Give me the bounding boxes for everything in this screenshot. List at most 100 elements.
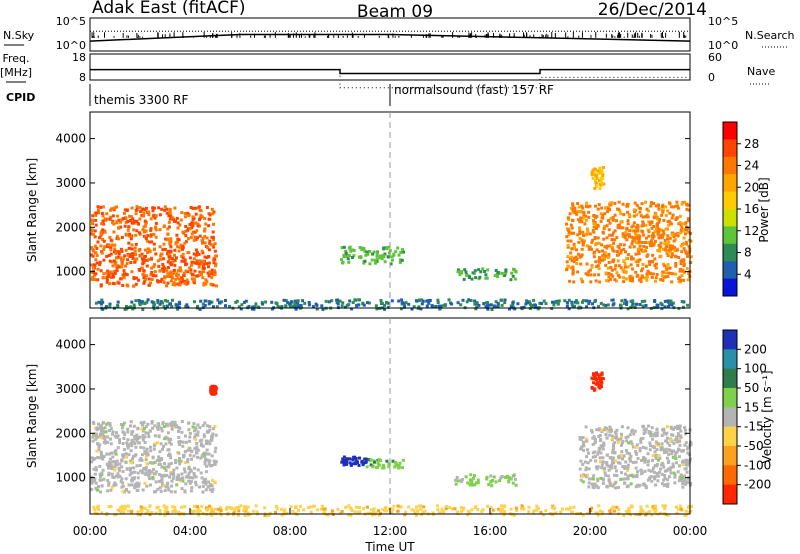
heatmap-cell xyxy=(297,508,300,512)
heatmap-cell xyxy=(184,269,188,273)
velocity-colorbar-label: Velocity [m s⁻¹] xyxy=(760,370,774,463)
heatmap-cell xyxy=(635,203,639,207)
heatmap-cell xyxy=(635,236,639,240)
heatmap-cell xyxy=(626,219,630,223)
heatmap-cell xyxy=(582,443,586,447)
heatmap-cell xyxy=(129,305,133,309)
heatmap-cell xyxy=(145,300,149,304)
heatmap-cell xyxy=(181,440,185,444)
heatmap-cell xyxy=(204,470,208,474)
heatmap-cell xyxy=(181,256,185,260)
heatmap-cell xyxy=(450,507,454,511)
heatmap-cell xyxy=(114,462,118,466)
heatmap-cell xyxy=(624,277,628,281)
heatmap-cell xyxy=(387,251,391,255)
heatmap-cell xyxy=(460,509,463,513)
heatmap-cell xyxy=(601,460,605,464)
heatmap-cell xyxy=(155,441,159,445)
heatmap-cell xyxy=(631,276,634,280)
heatmap-cell xyxy=(677,479,681,483)
heatmap-cell xyxy=(127,241,131,245)
heatmap-cell xyxy=(599,258,603,262)
heatmap-cell xyxy=(621,235,625,238)
heatmap-cell xyxy=(653,239,657,243)
heatmap-cell xyxy=(124,477,128,481)
heatmap-cell xyxy=(603,224,607,228)
heatmap-cell xyxy=(616,438,620,442)
nsky-label: N.Sky xyxy=(3,29,35,42)
heatmap-cell xyxy=(669,250,672,254)
heatmap-cell xyxy=(420,302,424,306)
heatmap-cell xyxy=(187,467,191,470)
heatmap-cell xyxy=(572,256,576,260)
heatmap-cell xyxy=(198,216,202,220)
heatmap-cell xyxy=(186,280,190,284)
heatmap-cell xyxy=(601,456,605,460)
heatmap-cell xyxy=(653,464,657,468)
heatmap-cell xyxy=(622,243,626,247)
heatmap-cell xyxy=(586,461,590,465)
x-tick-label: 08:00 xyxy=(273,524,308,538)
heatmap-cell xyxy=(624,477,628,481)
heatmap-cell xyxy=(486,307,490,311)
heatmap-cell xyxy=(100,436,104,440)
heatmap-cell xyxy=(404,301,408,305)
heatmap-cell xyxy=(239,504,243,508)
heatmap-cell xyxy=(212,210,216,214)
heatmap-cell xyxy=(288,305,292,309)
heatmap-cell xyxy=(106,440,110,444)
heatmap-cell xyxy=(572,260,576,264)
heatmap-cell xyxy=(640,224,644,228)
heatmap-cell xyxy=(584,218,588,222)
heatmap-cell xyxy=(180,276,183,280)
heatmap-cell xyxy=(676,424,679,428)
heatmap-cell xyxy=(191,217,195,221)
heatmap-cell xyxy=(615,236,619,239)
heatmap-cell xyxy=(95,488,99,492)
heatmap-cell xyxy=(665,469,669,472)
heatmap-cell xyxy=(162,483,166,487)
heatmap-cell xyxy=(105,513,109,517)
heatmap-cell xyxy=(455,476,459,479)
heatmap-cell xyxy=(143,481,147,485)
heatmap-cell xyxy=(403,513,407,517)
heatmap-cell xyxy=(504,268,508,272)
heatmap-cell xyxy=(575,212,579,216)
heatmap-cell xyxy=(565,267,569,271)
heatmap-cell xyxy=(132,466,136,470)
heatmap-cell xyxy=(210,207,214,211)
heatmap-cell xyxy=(109,505,113,509)
heatmap-cell xyxy=(674,262,678,265)
heatmap-cell xyxy=(635,302,639,306)
heatmap-cell xyxy=(177,477,181,481)
heatmap-cell xyxy=(654,204,658,208)
heatmap-cell xyxy=(197,513,201,517)
heatmap-cell xyxy=(652,446,656,450)
heatmap-cell xyxy=(159,280,162,283)
heatmap-cell xyxy=(655,227,658,231)
heatmap-cell xyxy=(581,206,585,210)
heatmap-cell xyxy=(209,483,212,487)
heatmap-cell xyxy=(590,173,594,177)
heatmap-cell xyxy=(592,372,595,376)
heatmap-cell xyxy=(551,300,554,304)
heatmap-cell xyxy=(350,307,354,311)
heatmap-cell xyxy=(181,230,185,234)
heatmap-cell xyxy=(130,300,134,304)
heatmap-cell xyxy=(100,455,104,458)
heatmap-cell xyxy=(613,201,617,205)
heatmap-cell xyxy=(126,446,130,450)
heatmap-cell xyxy=(397,253,401,257)
heatmap-cell xyxy=(186,228,190,232)
heatmap-cell xyxy=(135,276,139,280)
heatmap-cell xyxy=(111,275,115,278)
heatmap-cell xyxy=(640,300,644,303)
heatmap-cell xyxy=(564,507,568,511)
heatmap-cell xyxy=(211,283,215,287)
heatmap-cell xyxy=(160,207,164,211)
heatmap-cell xyxy=(554,300,558,304)
heatmap-cell xyxy=(347,303,351,307)
heatmap-cell xyxy=(664,213,668,217)
heatmap-cell xyxy=(212,245,216,249)
heatmap-cell xyxy=(133,257,137,261)
